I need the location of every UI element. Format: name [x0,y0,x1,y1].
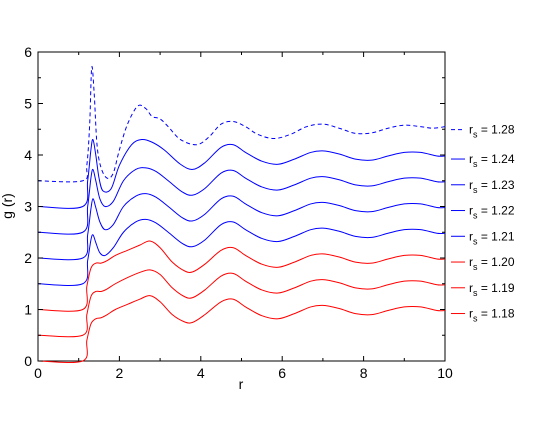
series-line-1-21 [37,218,446,286]
series-line-1-28 [37,66,446,183]
series-line-1-20 [37,240,446,312]
legend-item: rs = 1.18 [451,307,515,324]
x-tick-label: 10 [437,365,453,381]
legend-item: rs = 1.19 [451,281,515,298]
legend-item: rs = 1.24 [451,152,515,169]
legend-label: rs = 1.24 [469,152,515,169]
legend-item: rs = 1.28 [451,123,515,140]
y-tick-label: 5 [24,96,32,112]
ticks-layer: 0 2 4 6 8 10 0 1 2 3 4 5 6 [24,44,453,381]
legend-item: rs = 1.22 [451,204,515,221]
plot-frame [37,51,446,362]
legend-item: rs = 1.23 [451,178,515,195]
legend-label: rs = 1.23 [469,178,515,195]
legend: rs = 1.28 rs = 1.24 rs = 1.23 rs = 1.22 rs =… [451,123,515,324]
legend-label: rs = 1.21 [469,229,515,246]
x-tick-label: 0 [34,365,42,381]
legend-label: rs = 1.22 [469,204,515,221]
series-line-1-22 [37,193,446,261]
x-tick-label: 2 [116,365,124,381]
legend-item: rs = 1.20 [451,255,515,272]
y-tick-label: 4 [24,147,32,163]
legend-label: rs = 1.28 [469,123,515,140]
x-axis-title: r [239,376,244,392]
legend-label: rs = 1.18 [469,307,515,324]
x-tick-label: 4 [197,365,205,381]
y-tick-label: 0 [24,353,32,369]
x-tick-label: 6 [278,365,286,381]
y-tick-label: 2 [24,250,32,266]
legend-item: rs = 1.21 [451,229,515,246]
y-tick-label: 1 [24,302,32,318]
series-line-1-18 [37,295,446,364]
series-line-1-24 [37,138,446,209]
legend-label: rs = 1.20 [469,255,515,272]
x-tick-label: 8 [360,365,368,381]
series-layer [37,66,446,364]
y-tick-label: 3 [24,199,32,215]
series-line-1-23 [37,167,446,235]
y-tick-label: 6 [24,44,32,60]
plot-area: 0 2 4 6 8 10 0 1 2 3 4 5 6 [24,44,453,381]
series-line-1-19 [37,269,446,338]
legend-label: rs = 1.19 [469,281,515,298]
y-axis-title: g (r) [0,193,15,219]
